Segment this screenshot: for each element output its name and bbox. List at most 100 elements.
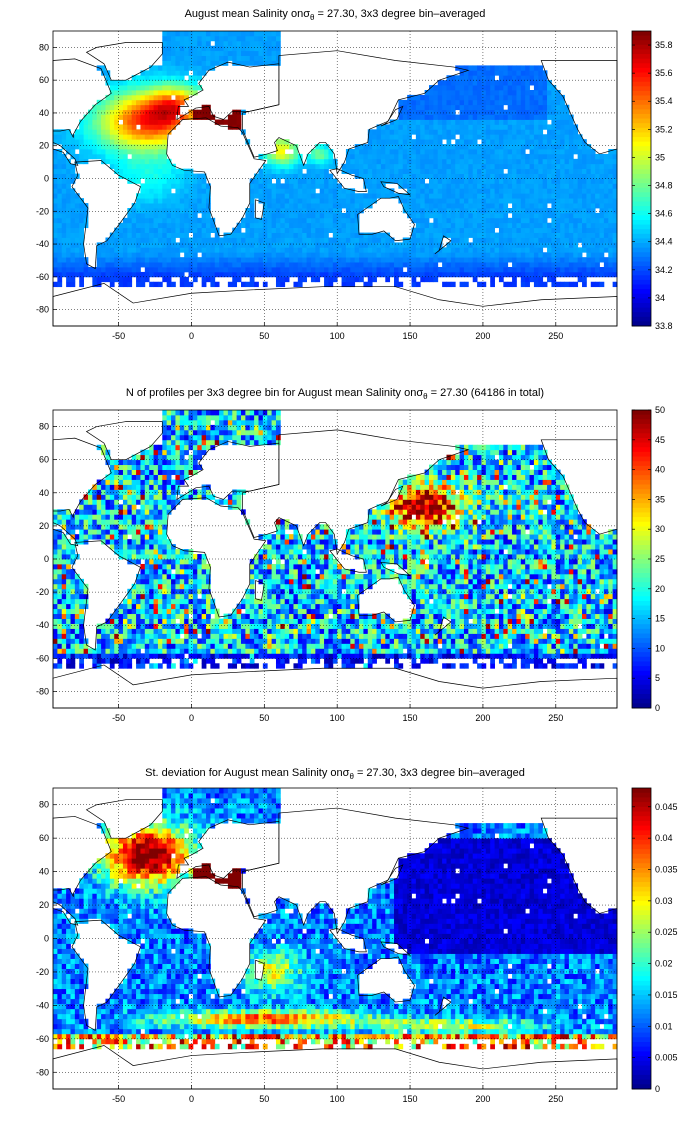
heatmap-cell — [61, 524, 67, 530]
colorbar-segment — [632, 279, 651, 286]
heatmap-cell — [498, 139, 504, 145]
heatmap-cell — [394, 257, 399, 263]
heatmap-cell — [385, 271, 391, 278]
heatmap-cell — [83, 593, 89, 600]
heatmap-cell — [459, 262, 465, 268]
heatmap-cell — [105, 529, 111, 535]
heatmap-cell — [53, 608, 58, 615]
heatmap-cell — [66, 158, 71, 165]
heatmap-cell — [140, 222, 146, 229]
heatmap-cell — [429, 124, 434, 130]
heatmap-cell — [424, 212, 430, 219]
heatmap-cell — [472, 99, 478, 106]
heatmap-cell — [590, 212, 596, 219]
heatmap-cell — [468, 109, 474, 115]
heatmap-cell — [57, 598, 63, 605]
heatmap-cell — [79, 227, 85, 233]
heatmap-cell — [232, 35, 238, 42]
heatmap-cell — [481, 109, 487, 115]
colorbar-segment — [632, 72, 651, 78]
heatmap-cell — [79, 643, 85, 649]
heatmap-cell — [219, 242, 224, 248]
heatmap-cell — [472, 188, 478, 194]
heatmap-cell — [118, 484, 124, 490]
heatmap-cell — [114, 464, 119, 470]
heatmap-cell — [105, 252, 111, 258]
heatmap-cell — [315, 208, 321, 214]
heatmap-cell — [547, 163, 552, 170]
heatmap-cell — [236, 55, 242, 61]
heatmap-cell — [590, 232, 596, 238]
heatmap-cell — [109, 257, 115, 263]
heatmap-cell — [254, 252, 259, 258]
heatmap-cell — [463, 153, 469, 160]
heatmap-cell — [520, 104, 526, 111]
heatmap-cell — [402, 104, 408, 111]
heatmap-cell — [149, 554, 154, 560]
heatmap-cell — [582, 217, 587, 224]
heatmap-cell — [105, 454, 111, 461]
heatmap-cell — [481, 65, 487, 71]
heatmap-cell — [411, 149, 417, 155]
heatmap-cell — [53, 183, 58, 189]
heatmap-cell — [380, 267, 386, 273]
heatmap-cell — [586, 208, 592, 214]
heatmap-cell — [533, 163, 539, 170]
heatmap-cell — [175, 90, 181, 96]
heatmap-cell — [70, 588, 76, 595]
heatmap-cell — [555, 94, 561, 101]
heatmap-cell — [525, 193, 530, 199]
heatmap-cell — [415, 183, 421, 189]
heatmap-cell — [564, 193, 570, 199]
heatmap-cell — [249, 198, 255, 204]
heatmap-cell — [144, 124, 150, 130]
heatmap-cell — [520, 114, 526, 120]
heatmap-cell — [463, 163, 469, 170]
heatmap-cell — [153, 257, 159, 263]
heatmap-cell — [525, 158, 530, 165]
heatmap-cell — [275, 168, 281, 174]
heatmap-cell — [446, 134, 452, 140]
heatmap-cell — [87, 524, 93, 530]
heatmap-cell — [114, 618, 119, 624]
heatmap-cell — [608, 183, 614, 189]
heatmap-cell — [297, 212, 303, 219]
heatmap-cell — [354, 262, 360, 268]
heatmap-cell — [109, 484, 115, 490]
heatmap-cell — [127, 514, 133, 520]
heatmap-cell — [586, 217, 592, 224]
heatmap-cell — [131, 494, 137, 500]
heatmap-cell — [516, 252, 522, 258]
heatmap-cell — [79, 124, 85, 130]
heatmap-cell — [363, 267, 369, 273]
heatmap-cell — [118, 469, 124, 475]
heatmap-cell — [586, 257, 592, 263]
heatmap-cell — [275, 222, 281, 229]
heatmap-cell — [302, 222, 307, 229]
heatmap-cell — [131, 519, 137, 525]
heatmap-cell — [249, 267, 255, 273]
heatmap-cell — [184, 242, 189, 248]
heatmap-cell — [459, 281, 465, 288]
heatmap-cell — [267, 242, 273, 248]
heatmap-cell — [429, 99, 434, 106]
heatmap-cell — [415, 104, 421, 111]
heatmap-cell — [74, 193, 80, 199]
heatmap-cell — [122, 257, 128, 263]
heatmap-cell — [166, 35, 172, 42]
heatmap-cell — [153, 212, 159, 219]
title-subscript: θ — [310, 13, 315, 22]
heatmap-cell — [490, 129, 495, 135]
heatmap-cell — [538, 203, 544, 209]
heatmap-cell — [564, 252, 570, 258]
heatmap-cell — [101, 134, 106, 140]
heatmap-cell — [420, 271, 426, 278]
heatmap-cell — [577, 232, 583, 238]
heatmap-cell — [114, 124, 119, 130]
heatmap-cell — [136, 153, 141, 160]
heatmap-cell — [468, 149, 474, 155]
heatmap-cell — [127, 479, 133, 485]
heatmap-cell — [424, 193, 430, 199]
heatmap-cell — [241, 45, 246, 52]
heatmap-cell — [122, 638, 128, 644]
